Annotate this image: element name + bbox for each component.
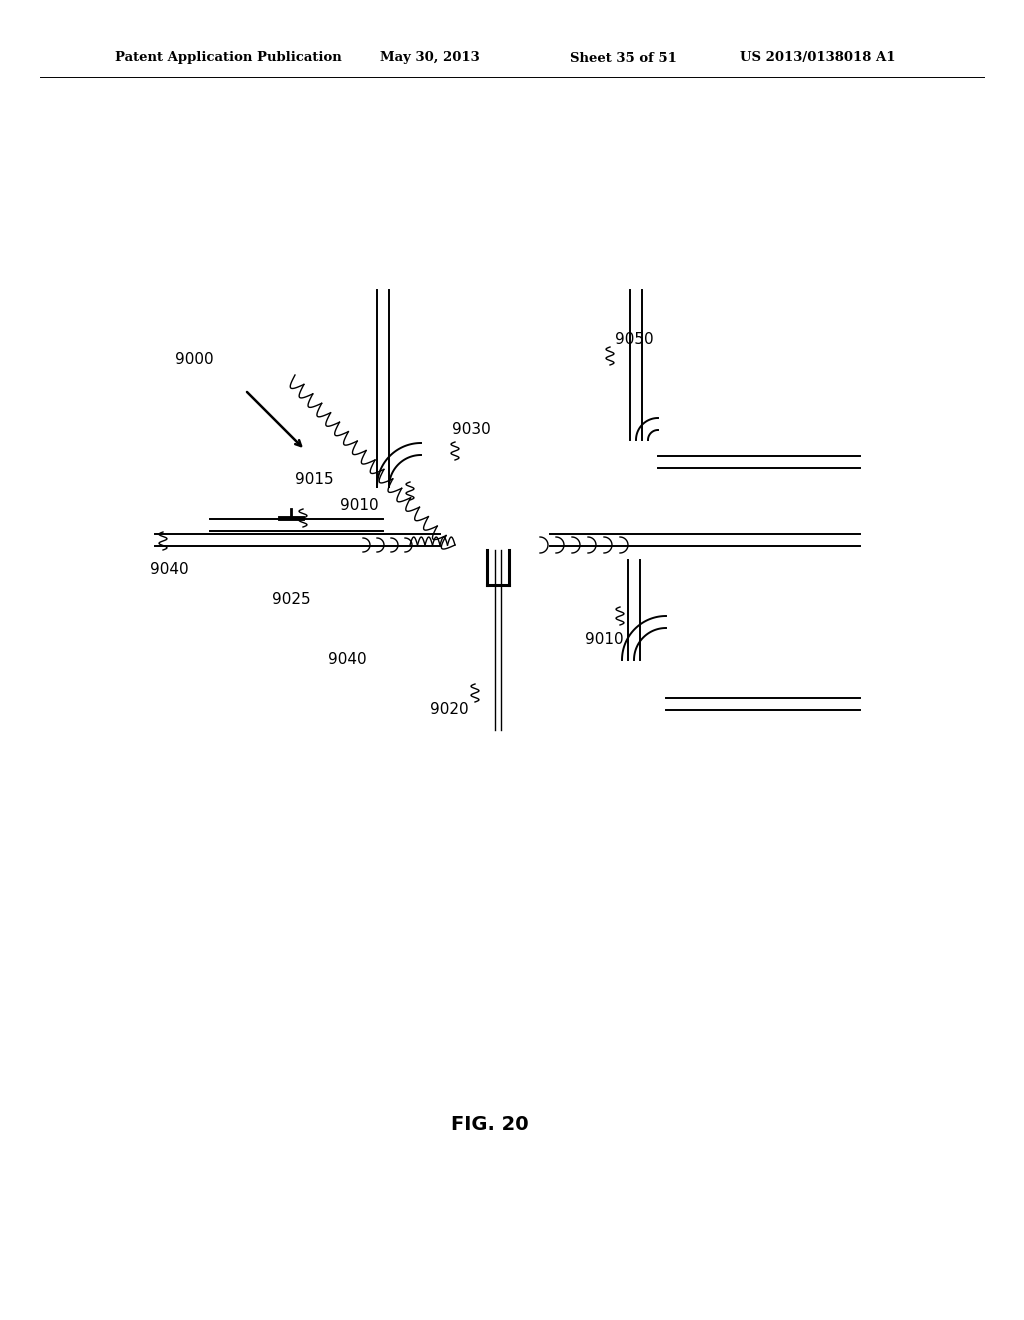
Text: FIG. 20: FIG. 20 (452, 1115, 528, 1134)
Text: 9050: 9050 (615, 333, 653, 347)
Text: 9015: 9015 (295, 473, 334, 487)
Text: 9020: 9020 (430, 702, 469, 718)
Text: May 30, 2013: May 30, 2013 (380, 51, 480, 65)
Text: 9010: 9010 (340, 498, 379, 512)
Text: 9030: 9030 (452, 422, 490, 437)
Text: 9000: 9000 (175, 352, 214, 367)
Text: Sheet 35 of 51: Sheet 35 of 51 (570, 51, 677, 65)
Text: Patent Application Publication: Patent Application Publication (115, 51, 342, 65)
Text: 9040: 9040 (150, 562, 188, 578)
Text: 9025: 9025 (272, 593, 310, 607)
Text: 9040: 9040 (328, 652, 367, 668)
Text: US 2013/0138018 A1: US 2013/0138018 A1 (740, 51, 896, 65)
Text: 9010: 9010 (585, 632, 624, 648)
